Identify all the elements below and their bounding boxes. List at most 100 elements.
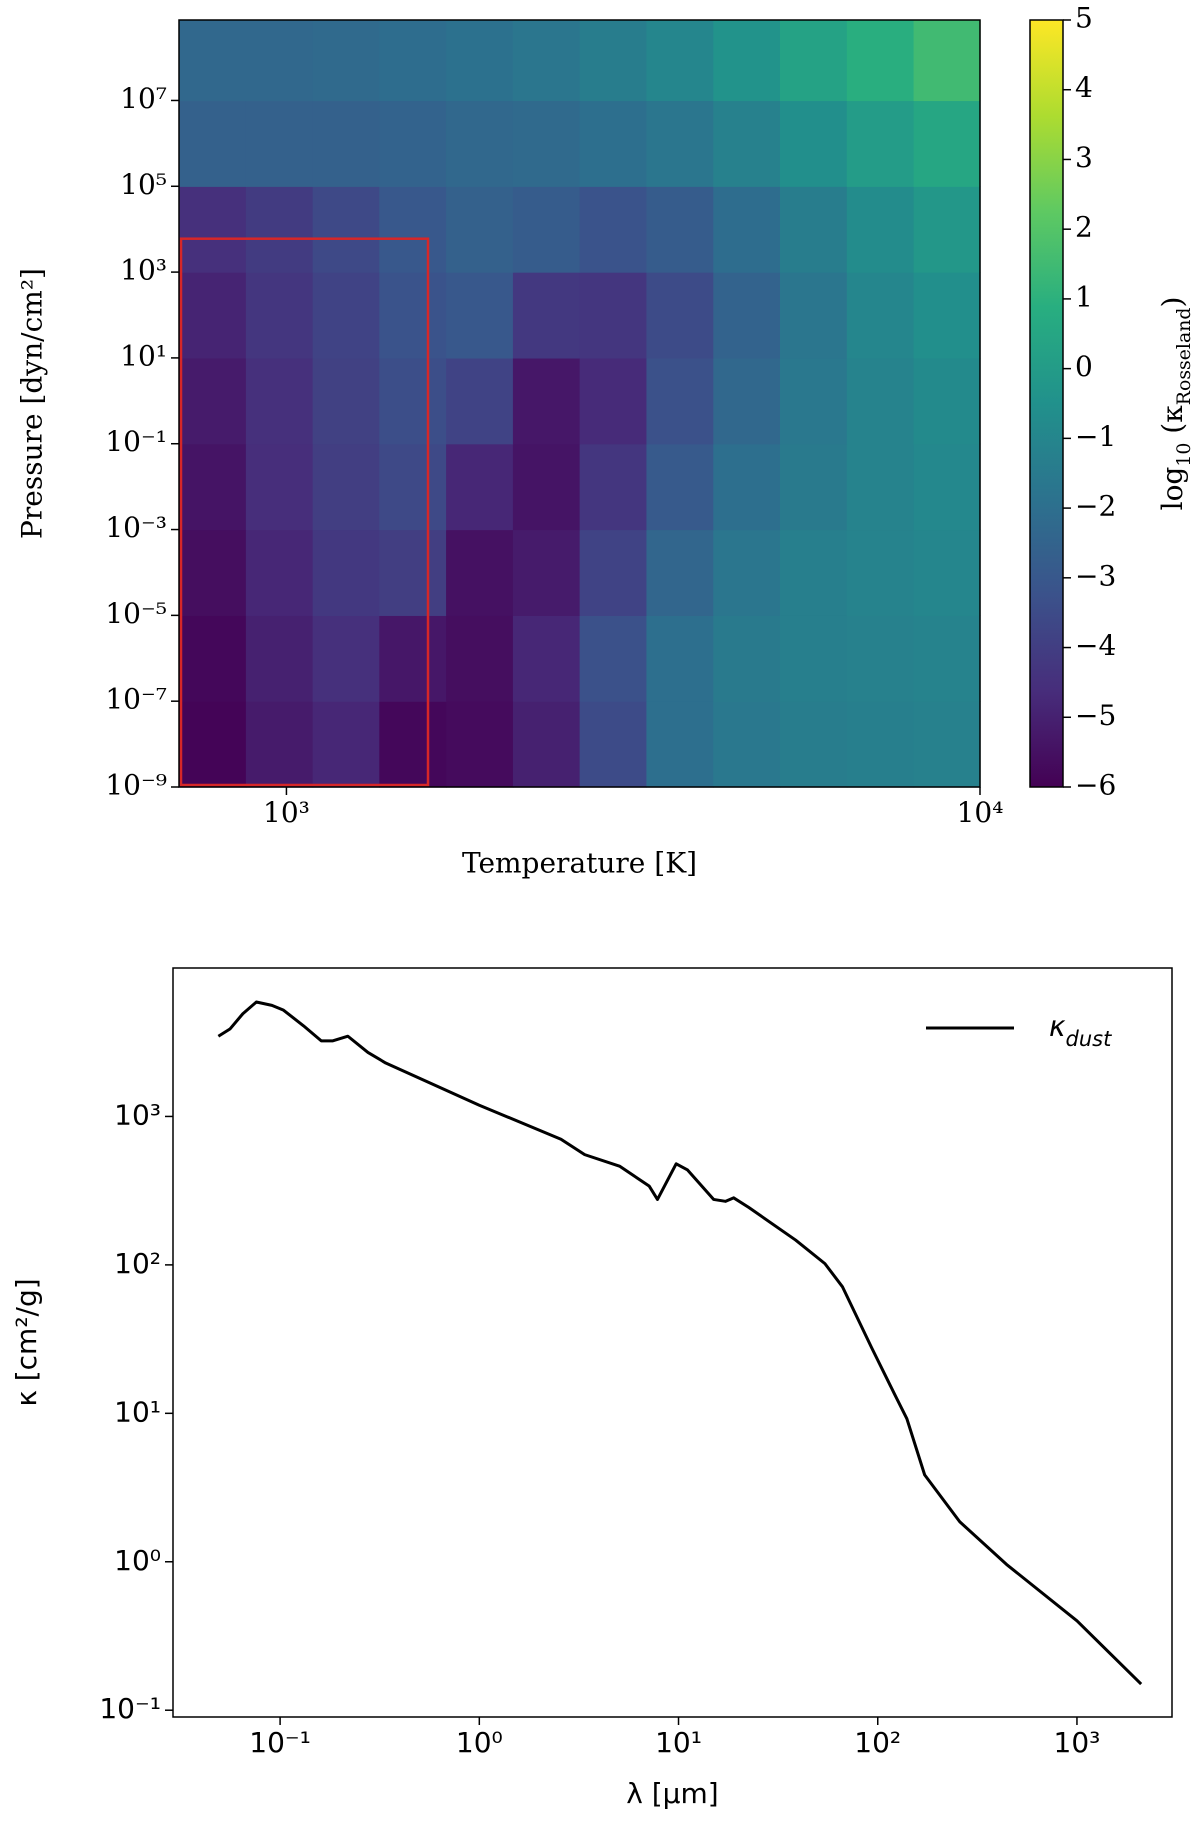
y-tick-label: 10⁻³ (105, 511, 167, 544)
heatmap-cell (846, 357, 915, 445)
heatmap-cell (446, 443, 514, 531)
y-tick-label: 10⁻⁵ (105, 597, 167, 630)
colorbar-label: log10 (κRosseland) (1156, 297, 1196, 511)
heatmap-cell (379, 100, 447, 187)
heatmap-cell (446, 529, 514, 616)
heatmap-cell (512, 615, 581, 702)
heatmap-cell (312, 443, 380, 531)
heatmap-cell (245, 357, 314, 445)
heatmap-cell (713, 701, 781, 788)
heatmap-cell (713, 186, 781, 273)
heatmap-cell (179, 20, 247, 102)
heatmap-cell (646, 100, 714, 187)
colorbar-tick-label: −4 (1075, 629, 1116, 662)
heatmap-cell (312, 272, 380, 359)
heatmap-cell (713, 615, 781, 702)
heatmap-cell (646, 615, 714, 702)
heatmap-cell (646, 701, 714, 788)
y-tick-label: 10⁻¹ (105, 425, 167, 458)
heatmap-cell (579, 20, 648, 102)
heatmap-cell (846, 186, 915, 273)
colorbar-tick-label: 0 (1075, 350, 1093, 383)
heatmap-cell (579, 529, 648, 616)
heatmap-cell (646, 443, 714, 531)
heatmap-cell (179, 529, 247, 616)
colorbar-tick-label: −2 (1075, 490, 1116, 523)
heatmap-cell (446, 20, 514, 102)
heatmap-cell (379, 20, 447, 102)
heatmap-cell (312, 701, 380, 788)
heatmap-cell (379, 357, 447, 445)
heatmap-cell (179, 443, 247, 531)
heatmap-cell (846, 443, 915, 531)
x-tick-label: 10³ (263, 796, 310, 829)
heatmap-cell (312, 100, 380, 187)
heatmap-cell (780, 100, 848, 187)
heatmap-cell (713, 529, 781, 616)
x-tick-label: 10¹ (655, 1726, 702, 1759)
heatmap-cell (312, 615, 380, 702)
heatmap-cell (646, 357, 714, 445)
heatmap-cell (913, 615, 981, 702)
heatmap-cell (245, 186, 314, 273)
heatmap-cell (780, 186, 848, 273)
y-tick-label: 10⁻⁹ (105, 769, 167, 802)
heatmap-cell (512, 20, 581, 102)
highlight-box (179, 237, 430, 787)
heatmap-cell (512, 272, 581, 359)
heatmap-cell (179, 100, 247, 187)
y-tick-label: 10⁵ (120, 168, 167, 201)
heatmap-cell (379, 529, 447, 616)
x-tick-label: 10² (854, 1726, 901, 1759)
heatmap-cell (913, 443, 981, 531)
colorbar-tick-label: −5 (1075, 699, 1116, 732)
heatmap-cell (713, 20, 781, 102)
x-tick-label: 10⁰ (456, 1726, 503, 1759)
y-tick-label: 10¹ (114, 1395, 161, 1428)
colorbar-tick-label: −6 (1075, 769, 1116, 802)
y-axis-label: κ [cm²/g] (10, 1278, 43, 1406)
y-tick-label: 10⁻¹ (99, 1692, 161, 1725)
y-tick-label: 10³ (114, 1098, 161, 1131)
heatmap-cell (179, 701, 247, 788)
heatmap-cell (780, 443, 848, 531)
heatmap-cell (245, 529, 314, 616)
data-line (217, 1000, 1143, 1686)
heatmap-cell (379, 186, 447, 273)
heatmap-cell (913, 186, 981, 273)
heatmap-cell (780, 529, 848, 616)
heatmap-cell (312, 20, 380, 102)
heatmap-cell (713, 357, 781, 445)
heatmap-cell (579, 100, 648, 187)
plot-frame (172, 967, 1173, 1718)
colorbar-tick-label: −3 (1075, 559, 1116, 592)
x-tick-label: 10⁻¹ (249, 1726, 311, 1759)
heatmap-cell (446, 615, 514, 702)
heatmap-cell (579, 701, 648, 788)
x-tick-label: 10³ (1054, 1726, 1101, 1759)
heatmap-cell (379, 615, 447, 702)
heatmap-cell (913, 100, 981, 187)
heatmap-cell (245, 100, 314, 187)
x-tick-label: 10⁴ (957, 796, 1004, 829)
heatmap-cell (646, 529, 714, 616)
heatmap-cell (179, 272, 247, 359)
heatmap-cell (512, 100, 581, 187)
y-tick-label: 10³ (120, 254, 167, 287)
heatmap-cell (446, 100, 514, 187)
heatmap-cell (245, 615, 314, 702)
heatmap-cell (245, 701, 314, 788)
heatmap-cell (913, 20, 981, 102)
heatmap-cell (579, 357, 648, 445)
heatmap-cell (913, 529, 981, 616)
heatmap-cell (846, 615, 915, 702)
heatmap-cell (312, 186, 380, 273)
heatmap-cell (512, 186, 581, 273)
heatmap-cell (512, 357, 581, 445)
heatmap-cell (846, 529, 915, 616)
heatmap-cell (780, 20, 848, 102)
heatmap-cell (446, 186, 514, 273)
heatmap-cell (245, 20, 314, 102)
y-tick-label: 10² (114, 1247, 161, 1280)
heatmap-cell (846, 701, 915, 788)
